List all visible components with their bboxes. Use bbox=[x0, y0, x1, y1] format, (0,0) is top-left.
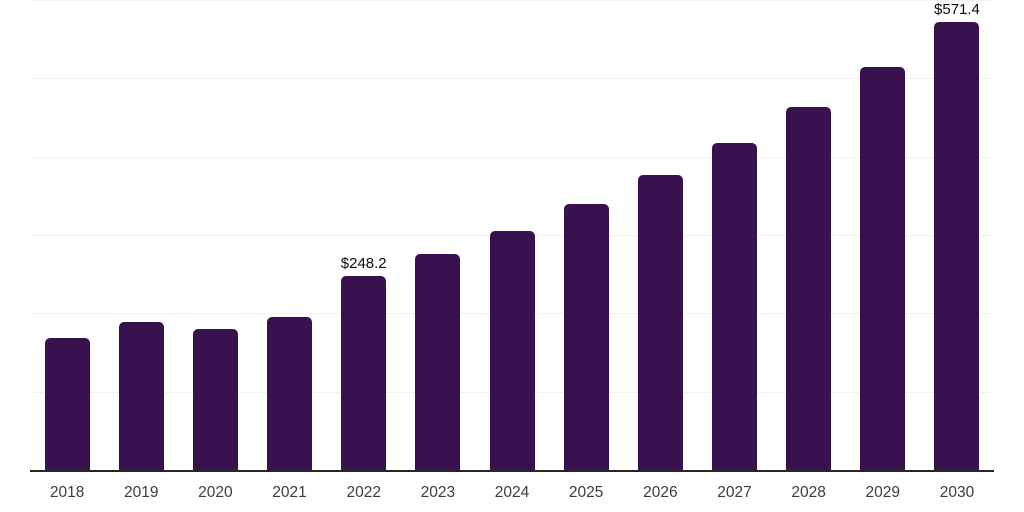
bar-slot-2021 bbox=[252, 0, 326, 470]
x-axis-label-2022: 2022 bbox=[346, 484, 381, 501]
x-axis-label-2024: 2024 bbox=[494, 484, 530, 501]
bar-2019 bbox=[118, 321, 164, 470]
bar-2028 bbox=[786, 106, 832, 470]
x-axis-label-2025: 2025 bbox=[568, 484, 604, 501]
bar-2018 bbox=[44, 337, 90, 470]
bar-slot-2026 bbox=[623, 0, 697, 470]
bar-slot-2024 bbox=[475, 0, 549, 470]
gridline-400 bbox=[30, 156, 994, 158]
gridline-500 bbox=[30, 78, 994, 80]
x-axis-label-2018: 2018 bbox=[49, 484, 85, 501]
x-axis-label-2027: 2027 bbox=[717, 484, 752, 501]
bar-slot-2023 bbox=[401, 0, 475, 470]
x-axis-label-2026: 2026 bbox=[643, 484, 678, 501]
bar-value-label-2022: $248.2 bbox=[340, 254, 387, 272]
bar-2025 bbox=[563, 204, 609, 470]
x-axis-label-2019: 2019 bbox=[123, 484, 159, 501]
bar-slot-2019 bbox=[104, 0, 178, 470]
x-axis-label-2030: 2030 bbox=[939, 484, 975, 501]
bar-slot-2028 bbox=[772, 0, 846, 470]
x-axis-label-2029: 2029 bbox=[865, 484, 901, 501]
bar-slot-2020 bbox=[178, 0, 252, 470]
gridline-600 bbox=[30, 0, 994, 1]
x-axis-line bbox=[30, 470, 994, 472]
bar-slot-2029 bbox=[846, 0, 920, 470]
bar-slot-2025 bbox=[549, 0, 623, 470]
bar-2029 bbox=[860, 66, 906, 470]
bar-2026 bbox=[637, 175, 683, 470]
bar-2027 bbox=[711, 142, 757, 470]
bar-2023 bbox=[415, 254, 461, 470]
bar-slot-2027 bbox=[697, 0, 771, 470]
x-axis-label-2020: 2020 bbox=[198, 484, 233, 501]
bar-slot-2018 bbox=[30, 0, 104, 470]
bar-value-label-2030: $571.4 bbox=[934, 1, 980, 19]
plot-area: $248.2 $571.4 bbox=[30, 0, 994, 470]
bar-2030: $571.4 bbox=[934, 1, 980, 470]
bar-2022: $248.2 bbox=[341, 255, 387, 470]
x-axis-labels: 2018 2019 2020 2021 2022 2023 2024 2025 2026 2027… bbox=[30, 484, 994, 502]
bars: $248.2 $571.4 bbox=[30, 0, 994, 470]
bar-2020 bbox=[192, 328, 238, 470]
bar-2021 bbox=[267, 316, 313, 470]
x-axis-label-2028: 2028 bbox=[791, 484, 826, 501]
bar-slot-2030: $571.4 bbox=[920, 0, 994, 470]
bar-2024 bbox=[489, 230, 535, 470]
x-axis-label-2023: 2023 bbox=[420, 484, 456, 501]
bar-slot-2022: $248.2 bbox=[327, 0, 401, 470]
x-axis-label-2021: 2021 bbox=[272, 484, 307, 501]
